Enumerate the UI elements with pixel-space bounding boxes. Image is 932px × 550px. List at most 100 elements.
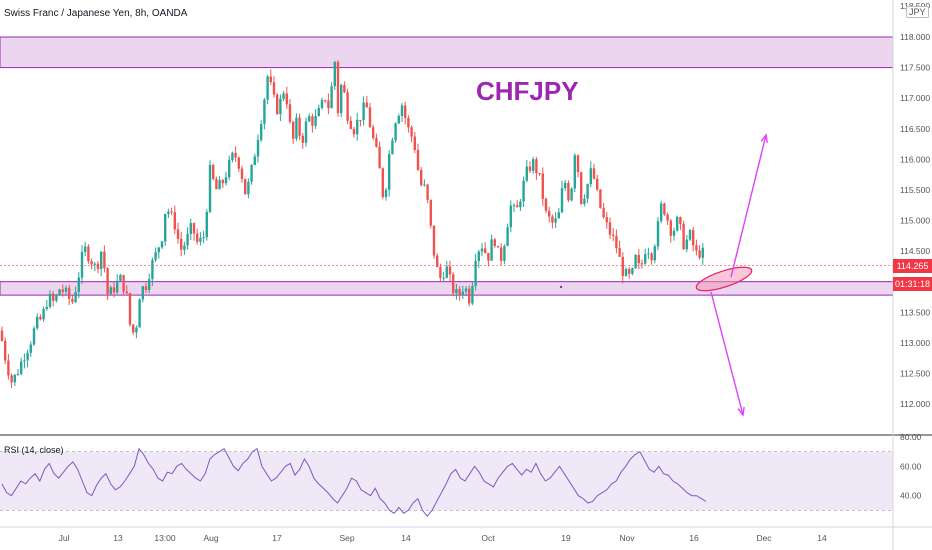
candle-body — [647, 253, 650, 255]
time-tick-label: Dec — [756, 533, 772, 543]
annotations — [559, 133, 768, 417]
candle-body — [183, 245, 186, 250]
candle-body — [669, 220, 672, 236]
candle-body — [45, 306, 48, 309]
candle-body — [653, 246, 656, 261]
candle-body — [250, 164, 253, 182]
candle-body — [637, 254, 640, 264]
candle-body — [160, 241, 164, 248]
candle-body — [336, 61, 340, 113]
candle-body — [132, 324, 135, 333]
candle-body — [493, 239, 496, 246]
price-tick-label: 117.000 — [900, 93, 930, 103]
candle-body — [327, 100, 330, 109]
candle-body — [583, 198, 586, 205]
candle-body — [368, 107, 372, 128]
price-tick-label: 115.000 — [900, 216, 930, 226]
candle-body — [496, 245, 500, 248]
rsi-line — [1, 447, 707, 517]
candle-body — [365, 102, 368, 108]
candle-body — [189, 223, 192, 234]
time-tick-label: 17 — [272, 533, 282, 543]
candle-body — [20, 361, 23, 374]
candle-body — [672, 230, 676, 236]
rsi-title: RSI (14, close) — [4, 445, 64, 455]
candle-body — [436, 255, 439, 268]
candle-body — [573, 155, 576, 189]
candle-body — [151, 260, 154, 280]
candle-body — [7, 360, 10, 376]
candle-body — [375, 138, 378, 147]
candle-body — [192, 223, 196, 234]
candle-body — [432, 225, 436, 256]
candle-body — [42, 308, 45, 320]
candle-body — [608, 222, 612, 235]
candle-body — [234, 152, 237, 158]
candle-body — [4, 340, 7, 361]
candle-body — [346, 92, 349, 121]
candle-body — [487, 252, 490, 261]
candle-body — [90, 261, 93, 265]
candle-body — [384, 189, 388, 198]
time-tick-label: Jul — [59, 533, 70, 543]
candle-body — [308, 116, 311, 122]
candle-body — [320, 100, 324, 108]
candle-body — [215, 178, 218, 190]
time-tick-label: Aug — [203, 533, 218, 543]
price-candles — [0, 60, 704, 389]
candle-body — [592, 168, 596, 179]
candle-body — [644, 254, 647, 264]
candle-body — [589, 168, 592, 185]
candle-body — [71, 298, 74, 303]
candle-body — [509, 205, 512, 228]
candle-body — [231, 152, 234, 160]
candle-body — [634, 254, 637, 269]
annotation-label: CHFJPY — [476, 76, 579, 106]
candle-body — [301, 135, 304, 143]
candle-body — [96, 263, 100, 269]
candle-body — [541, 173, 544, 199]
candle-body — [618, 247, 621, 257]
candle-body — [61, 289, 64, 292]
candle-body — [698, 250, 701, 258]
candle-body — [154, 252, 157, 261]
candle-body — [445, 266, 448, 278]
candle-body — [458, 289, 461, 295]
candle-body — [378, 146, 381, 169]
symbol-tag[interactable]: JPY — [906, 6, 929, 18]
candle-body — [298, 117, 301, 136]
candle-body — [340, 84, 343, 113]
candle-body — [416, 149, 420, 171]
candle-body — [455, 289, 458, 294]
price-tick-label: 112.000 — [900, 399, 930, 409]
candle-body — [13, 374, 16, 383]
rsi-tick-label: 60.00 — [900, 461, 922, 471]
candle-body — [506, 227, 509, 247]
candle-body — [32, 328, 36, 345]
candle-body — [692, 230, 695, 246]
down-arrow-head — [737, 406, 745, 417]
candle-body — [87, 246, 90, 262]
candle-body — [388, 154, 391, 190]
price-tick-label: 117.500 — [900, 63, 930, 73]
candle-body — [55, 294, 58, 301]
candle-body — [279, 98, 282, 115]
zone-dot — [559, 285, 563, 289]
candle-body — [452, 274, 455, 294]
candle-body — [282, 93, 285, 99]
candle-body — [349, 120, 352, 129]
rsi-panel — [0, 447, 893, 517]
candle-body — [330, 86, 333, 109]
candle-body — [576, 155, 580, 173]
candle-body — [554, 218, 557, 223]
candle-body — [567, 182, 570, 201]
time-tick-label: 14 — [817, 533, 827, 543]
candle-body — [400, 105, 404, 117]
candle-body — [333, 61, 336, 87]
candle-body — [519, 201, 522, 208]
price-tick-label: 113.500 — [900, 307, 930, 317]
candle-body — [311, 116, 314, 126]
candle-body — [269, 76, 272, 83]
candle-body — [557, 212, 560, 219]
candle-body — [551, 216, 554, 223]
